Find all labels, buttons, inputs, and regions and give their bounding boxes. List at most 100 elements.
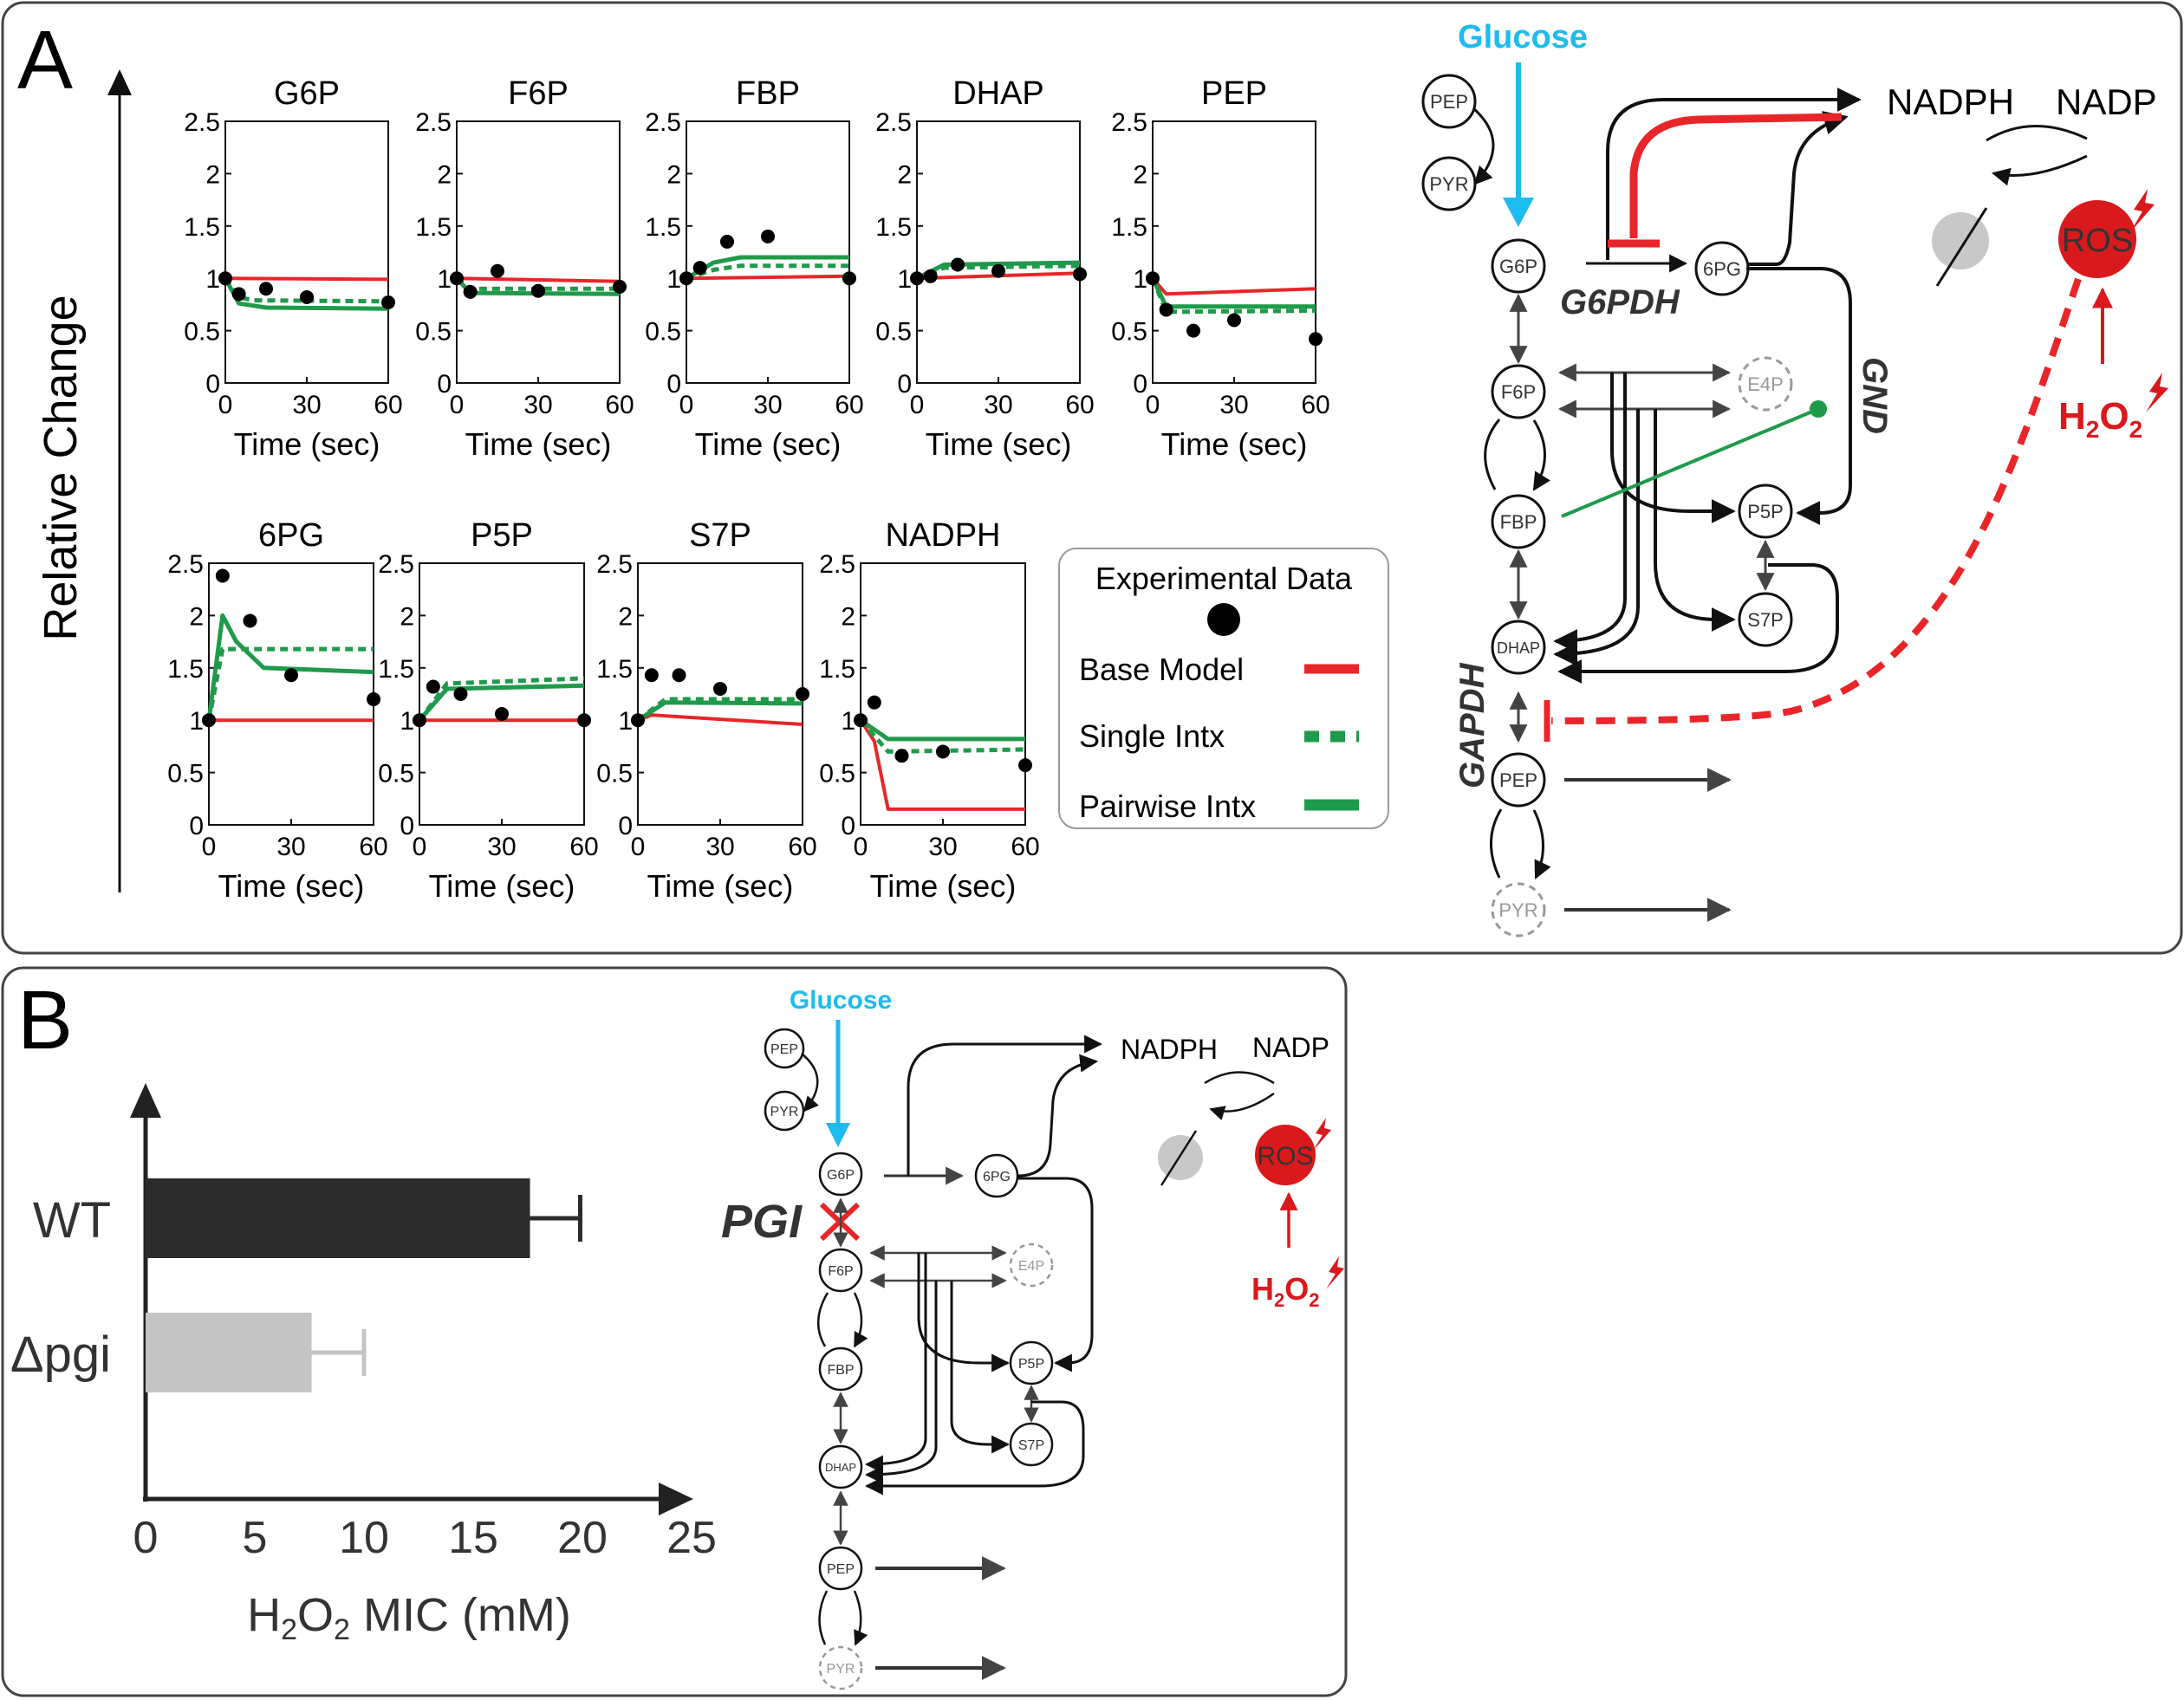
pep-pyr-curve: [1472, 107, 1495, 185]
bar-xlabel: H2O2 MIC (mM): [247, 1589, 571, 1646]
y-tick-label-nadph: 0: [841, 812, 855, 840]
node-e4p-b: [1009, 1243, 1054, 1288]
bar-dpgi: [146, 1313, 312, 1392]
bar-x-tick-label: 10: [339, 1513, 389, 1563]
plot-title-6pg: 6PG: [258, 517, 324, 554]
data-point-f6p: [463, 284, 478, 299]
x-tick-label-s7p: 60: [788, 833, 816, 861]
data-point-fbp: [842, 271, 856, 286]
bar-x-arrowhead: [659, 1483, 693, 1515]
pep-pyr-cycle: [1490, 808, 1543, 878]
x-tick-label-6pg: 60: [359, 833, 387, 861]
y-tick-label-fbp: 1: [666, 265, 681, 294]
node-p5p-b-label: P5P: [1018, 1357, 1044, 1372]
x-tick-label-6pg: 30: [276, 833, 305, 861]
data-point-fbp: [761, 229, 775, 243]
plot-f6p: F6P 0 0.5 1 1.5 2 2.5 0 30 60 Time (sec): [415, 75, 634, 462]
g6p-to-nadph-arrow-b: [907, 1035, 1103, 1176]
tk-to-dhap-b-2: [864, 1281, 938, 1484]
xlabel-rest: MIC (mM): [350, 1589, 571, 1641]
ros-inhibits-gapdh: [1550, 277, 2082, 724]
nadph-nadp-cycle: [1986, 125, 2088, 175]
node-g6p-label: G6P: [1499, 256, 1537, 277]
node-dhap-b: [818, 1444, 863, 1489]
data-point-g6p: [259, 282, 273, 296]
x-axis-label-p5p: Time (sec): [429, 868, 575, 904]
data-point-6pg: [284, 668, 298, 683]
bar-x-tick-label: 5: [243, 1513, 268, 1563]
y-tick-label-f6p: 0.5: [415, 318, 452, 347]
node-6pg-b: [974, 1153, 1019, 1198]
node-dhap-b-label: DHAP: [825, 1461, 856, 1474]
data-point-pep: [1186, 323, 1200, 338]
plot-frame-g6p: [224, 120, 389, 384]
node-f6p-label: F6P: [1501, 381, 1536, 403]
ros-spark-icon: [2130, 189, 2155, 232]
tk-to-p5p-b: [917, 1253, 1011, 1372]
panel-a-letter: A: [17, 14, 73, 107]
glucose-arrowhead-b: [826, 1123, 850, 1147]
plot-title-nadph: NADPH: [885, 517, 1000, 554]
y-tick-label-pep: 2: [1133, 160, 1147, 189]
plot-title-f6p: F6P: [508, 75, 569, 112]
p5p-to-dhap-loop: [1557, 563, 1839, 684]
bar-x-tick-label: 20: [557, 1513, 608, 1563]
data-point-p5p: [453, 687, 468, 701]
xlabel-sub2: 2: [334, 1613, 350, 1646]
x-axis-label-f6p: Time (sec): [465, 426, 612, 462]
xlabel-sub1: 2: [281, 1613, 297, 1646]
data-point-p5p: [426, 679, 440, 694]
node-6pg-label: 6PG: [1703, 258, 1741, 280]
x-tick-label-fbp: 0: [679, 391, 694, 419]
node-g6p: [1491, 238, 1546, 294]
node-pep: [1491, 752, 1546, 808]
y-tick-label-s7p: 0.5: [596, 760, 633, 788]
y-tick-label-dhap: 1: [897, 265, 912, 294]
ros-circle: [2058, 200, 2136, 278]
relative-change-arrowhead: [107, 69, 132, 95]
x-tick-label-p5p: 30: [487, 833, 516, 861]
data-point-pep: [1146, 271, 1160, 286]
bar-x-tick-label: 0: [133, 1513, 159, 1563]
node-e4p-label: E4P: [1747, 373, 1784, 395]
data-point-fbp: [720, 234, 734, 249]
y-tick-label-p5p: 1: [400, 707, 414, 736]
y-tick-label-pep: 0: [1133, 370, 1147, 399]
scavenged-ros-b: [1158, 1135, 1203, 1180]
x-axis-label-fbp: Time (sec): [695, 426, 842, 462]
y-tick-label-nadph: 1.5: [819, 655, 855, 684]
y-tick-label-f6p: 2: [437, 160, 452, 189]
data-point-nadph: [867, 695, 881, 710]
x-tick-label-s7p: 30: [705, 833, 734, 861]
glucose-label-b: Glucose: [790, 986, 892, 1015]
h2o2-b-h: H: [1251, 1271, 1274, 1307]
plot-frame-f6p: [456, 120, 621, 384]
plot-frame-nadph: [860, 562, 1026, 826]
data-point-pep: [1309, 332, 1323, 347]
y-tick-label-s7p: 0: [618, 812, 633, 840]
node-6pg-b-label: 6PG: [983, 1170, 1011, 1184]
data-point-g6p: [231, 287, 246, 302]
y-tick-label-s7p: 1: [618, 707, 633, 736]
x-tick-label-g6p: 60: [374, 391, 402, 419]
y-tick-label-p5p: 0: [400, 812, 414, 840]
data-point-g6p: [381, 295, 395, 309]
f6p-fbp-cycle: [1484, 419, 1545, 490]
panel-b-letter: B: [17, 974, 73, 1067]
y-tick-label-p5p: 0.5: [378, 760, 414, 788]
bar-wt: [146, 1178, 530, 1258]
bar-category-label: Δpgi: [10, 1327, 111, 1383]
series-single-intx-dhap: [916, 263, 1081, 281]
legend-title: Experimental Data: [1095, 561, 1353, 596]
series-base-model-f6p: [456, 276, 621, 283]
data-point-dhap: [991, 263, 1005, 278]
plot-title-s7p: S7P: [689, 517, 751, 554]
enzyme-gnd: GND: [1856, 357, 1894, 434]
glucose-label: Glucose: [1458, 19, 1588, 55]
x-axis-label-g6p: Time (sec): [234, 426, 380, 462]
y-tick-label-f6p: 1.5: [415, 213, 452, 242]
series-pairwise-intx-p5p: [418, 683, 585, 722]
h2o2-spark-icon: [2146, 373, 2168, 412]
glucose-arrowhead: [1503, 198, 1534, 227]
